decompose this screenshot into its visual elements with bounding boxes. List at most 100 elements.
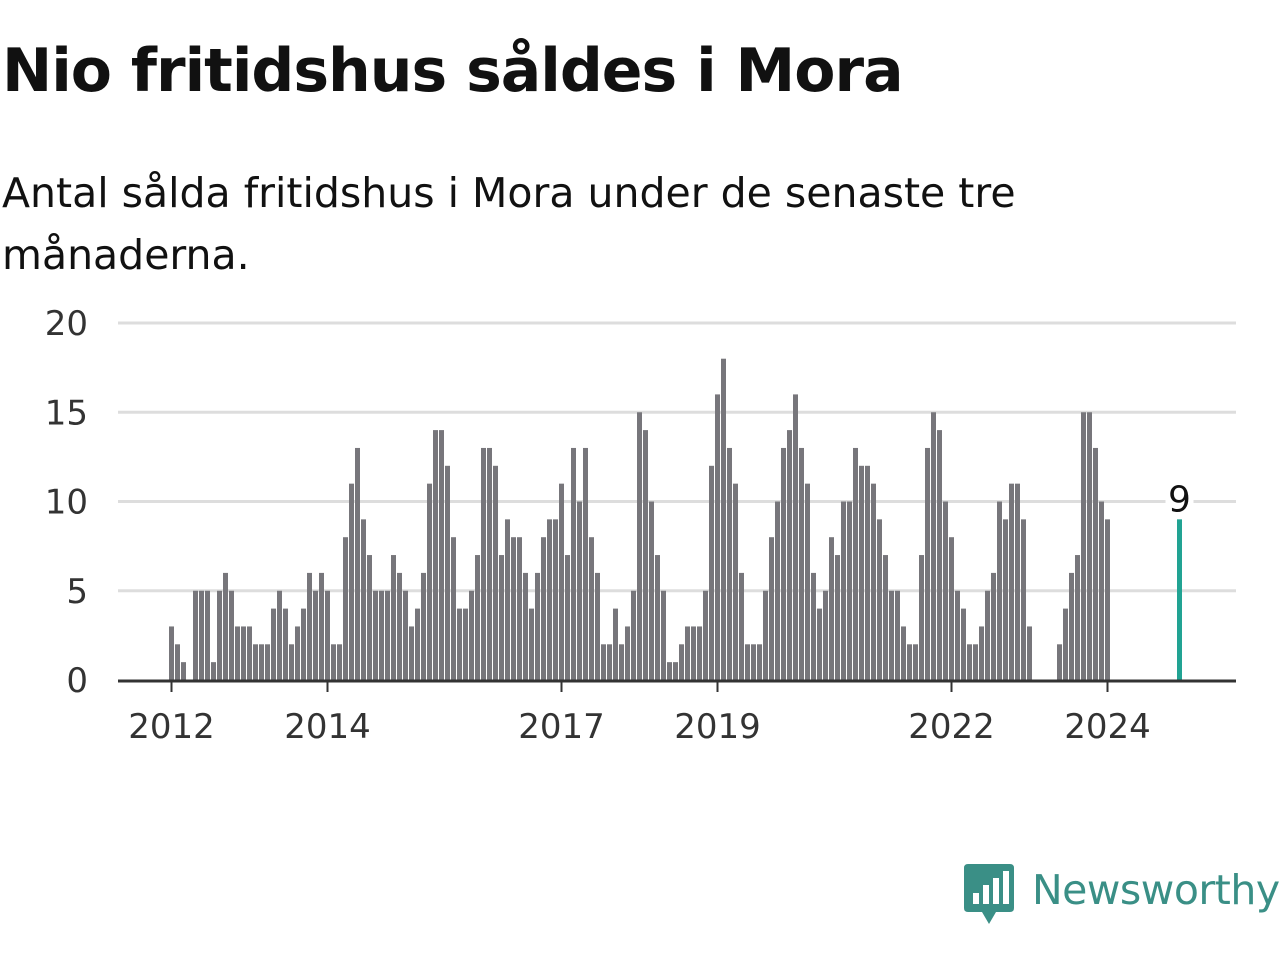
bar xyxy=(241,626,246,680)
bar xyxy=(193,590,198,680)
bar xyxy=(991,572,996,680)
bar xyxy=(541,537,546,680)
bar xyxy=(865,465,870,680)
bar xyxy=(907,644,912,680)
chart-title: Nio fritidshus såldes i Mora xyxy=(2,36,904,106)
bar xyxy=(487,447,492,680)
bar xyxy=(1003,519,1008,680)
bar xyxy=(823,590,828,680)
bar xyxy=(955,590,960,680)
bar xyxy=(631,590,636,680)
x-tick-label: 2019 xyxy=(674,707,761,747)
bar xyxy=(385,590,390,680)
y-tick-label: 10 xyxy=(45,483,88,523)
bar xyxy=(853,447,858,680)
bar xyxy=(559,483,564,680)
bar xyxy=(967,644,972,680)
bar-chart-speech-bubble-icon xyxy=(964,864,1014,924)
bar xyxy=(757,644,762,680)
y-tick-label: 0 xyxy=(66,661,88,701)
bar xyxy=(1105,519,1110,680)
bar xyxy=(643,430,648,680)
bar xyxy=(847,501,852,680)
y-tick-label: 20 xyxy=(45,304,88,344)
bar xyxy=(649,501,654,680)
bar xyxy=(793,394,798,680)
bar xyxy=(361,519,366,680)
bar xyxy=(355,447,360,680)
x-tick-label: 2024 xyxy=(1064,707,1151,747)
bar xyxy=(871,483,876,680)
bar xyxy=(529,608,534,680)
bar xyxy=(415,608,420,680)
gridlines xyxy=(118,321,1236,593)
bar xyxy=(223,572,228,680)
bar xyxy=(547,519,552,680)
bar xyxy=(457,608,462,680)
bar xyxy=(259,644,264,680)
bar xyxy=(661,590,666,680)
bar xyxy=(805,483,810,680)
x-axis-ticks: 2012 2014 2017 2019 2022 2024 xyxy=(128,680,1151,747)
chart-subtitle: Antal sålda fritidshus i Mora under de s… xyxy=(2,169,1016,279)
bar xyxy=(1093,447,1098,680)
bar xyxy=(433,430,438,680)
bar xyxy=(295,626,300,680)
bar xyxy=(1027,626,1032,680)
bar xyxy=(919,555,924,680)
bar xyxy=(949,537,954,680)
bar xyxy=(379,590,384,680)
bar xyxy=(1075,555,1080,680)
bars xyxy=(169,358,1182,680)
x-tick-label: 2012 xyxy=(128,707,215,747)
bar xyxy=(235,626,240,680)
bar xyxy=(625,626,630,680)
bar xyxy=(751,644,756,680)
bar xyxy=(997,501,1002,680)
bar xyxy=(763,590,768,680)
bar xyxy=(973,644,978,680)
bar xyxy=(733,483,738,680)
y-tick-label: 15 xyxy=(45,393,88,433)
bar xyxy=(289,644,294,680)
bar xyxy=(1009,483,1014,680)
bar xyxy=(577,501,582,680)
bar xyxy=(589,537,594,680)
bar xyxy=(619,644,624,680)
bar-highlight xyxy=(1177,519,1182,680)
bar xyxy=(1057,644,1062,680)
bar xyxy=(667,662,672,680)
bar xyxy=(403,590,408,680)
bar xyxy=(553,519,558,680)
bar xyxy=(961,608,966,680)
bar xyxy=(1015,483,1020,680)
bar xyxy=(697,626,702,680)
bar xyxy=(601,644,606,680)
bar xyxy=(775,501,780,680)
bar xyxy=(889,590,894,680)
bar xyxy=(571,447,576,680)
bar xyxy=(523,572,528,680)
bar xyxy=(277,590,282,680)
bar xyxy=(493,465,498,680)
bar xyxy=(565,555,570,680)
bar xyxy=(343,537,348,680)
bar xyxy=(319,572,324,680)
annotations: 9 xyxy=(1165,477,1194,520)
y-tick-label: 5 xyxy=(66,572,88,612)
bar xyxy=(739,572,744,680)
bar xyxy=(685,626,690,680)
bar xyxy=(583,447,588,680)
bar xyxy=(709,465,714,680)
bar xyxy=(409,626,414,680)
bar xyxy=(727,447,732,680)
x-tick-label: 2014 xyxy=(284,707,371,747)
bar xyxy=(463,608,468,680)
bar xyxy=(1087,412,1092,680)
bar xyxy=(205,590,210,680)
bar xyxy=(655,555,660,680)
y-axis-ticks: 0 5 10 15 20 xyxy=(45,304,88,701)
bar xyxy=(499,555,504,680)
bar xyxy=(439,430,444,680)
bar xyxy=(811,572,816,680)
